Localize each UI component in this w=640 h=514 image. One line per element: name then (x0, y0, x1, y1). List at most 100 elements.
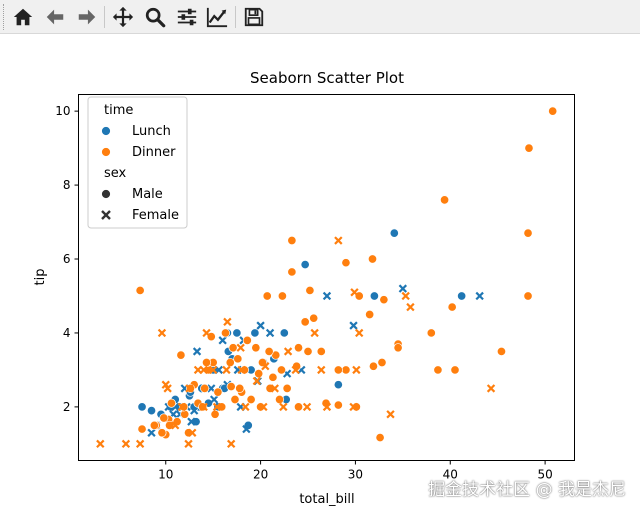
move-icon (112, 6, 134, 28)
legend-lunch-marker (101, 126, 111, 136)
data-point (200, 383, 210, 393)
data-point (218, 336, 227, 345)
save-button[interactable] (241, 4, 267, 30)
data-point (171, 421, 180, 430)
data-point (279, 328, 289, 338)
legend-box (87, 96, 188, 229)
pan-button[interactable] (110, 4, 136, 30)
data-point (524, 143, 534, 153)
data-point (303, 346, 313, 356)
data-point (188, 428, 197, 437)
data-point (256, 321, 265, 330)
data-point (368, 361, 378, 371)
data-point (350, 288, 359, 297)
data-point (149, 420, 159, 430)
data-point (447, 302, 457, 312)
data-point (401, 291, 410, 301)
home-button[interactable] (10, 4, 36, 30)
data-point (386, 410, 395, 419)
y-tick-label: 2 (63, 400, 71, 414)
data-point (226, 382, 236, 392)
back-button[interactable] (42, 4, 68, 30)
home-icon (13, 8, 33, 26)
data-point (209, 395, 219, 404)
data-point (230, 394, 240, 405)
line-chart-icon (206, 7, 228, 28)
data-point (264, 346, 274, 356)
y-tick-label: 4 (63, 326, 71, 340)
data-point (251, 343, 261, 353)
data-point (177, 402, 187, 412)
data-point (389, 228, 399, 238)
legend-male-marker (101, 189, 111, 199)
data-point (180, 409, 190, 419)
data-point (398, 284, 408, 293)
x-tick-label: 40 (443, 468, 458, 482)
data-point (222, 365, 231, 375)
data-point (450, 365, 460, 375)
data-point (246, 394, 256, 405)
customize-button[interactable] (204, 4, 230, 30)
data-point (121, 439, 131, 449)
data-point (210, 409, 220, 419)
data-point (268, 372, 278, 382)
y-axis-label: tip (33, 269, 48, 286)
legend-lunch-label: Lunch (132, 124, 171, 139)
data-point (237, 365, 246, 375)
data-point (262, 291, 272, 301)
data-point (250, 328, 260, 338)
toolbar-separator (104, 6, 105, 28)
legend-style-title: sex (104, 166, 127, 181)
data-point (291, 365, 300, 375)
data-point (393, 343, 403, 353)
data-point (496, 346, 507, 356)
data-point (261, 362, 270, 371)
data-point (523, 228, 533, 238)
data-point (265, 328, 275, 338)
legend-dinner-label: Dinner (132, 145, 176, 160)
data-point (184, 439, 193, 449)
data-point (270, 384, 279, 393)
x-tick-label: 20 (253, 468, 268, 482)
data-point (406, 302, 415, 312)
floppy-disk-icon (244, 7, 264, 27)
data-point (341, 258, 351, 268)
data-point (369, 291, 379, 301)
chart-title: Seaborn Scatter Plot (250, 69, 404, 87)
data-point (310, 328, 319, 338)
data-point (193, 365, 203, 375)
data-point (433, 365, 443, 375)
data-point (241, 402, 250, 412)
data-point (426, 328, 436, 338)
data-point (254, 369, 264, 379)
data-point (190, 406, 199, 415)
data-point (159, 413, 169, 423)
arrow-right-icon (78, 9, 96, 25)
data-point (202, 328, 211, 338)
data-point (157, 328, 167, 338)
zoom-button[interactable] (142, 4, 168, 30)
data-point (96, 439, 105, 449)
data-point (236, 343, 245, 352)
watermark: 掘金技术社区 @ 我是杰尼 (428, 480, 626, 500)
data-point (523, 291, 533, 301)
data-point (228, 343, 238, 353)
forward-button[interactable] (74, 4, 100, 30)
data-point (223, 317, 232, 327)
data-point (275, 394, 285, 405)
legend-female-label: Female (132, 208, 179, 223)
data-point (187, 417, 196, 426)
subplots-button[interactable] (174, 4, 200, 30)
data-point (232, 328, 242, 338)
data-point (146, 406, 157, 416)
data-point (207, 384, 216, 393)
data-point (277, 291, 287, 301)
data-point (305, 285, 315, 295)
data-point (333, 400, 343, 410)
data-point (252, 376, 261, 386)
data-point (316, 346, 326, 356)
data-point (176, 350, 186, 360)
data-point (199, 402, 208, 412)
data-point (349, 321, 358, 330)
figure-canvas[interactable]: 10 20 30 40 50 2 4 6 8 10 Seaborn Scatter Plot to… (0, 34, 640, 514)
